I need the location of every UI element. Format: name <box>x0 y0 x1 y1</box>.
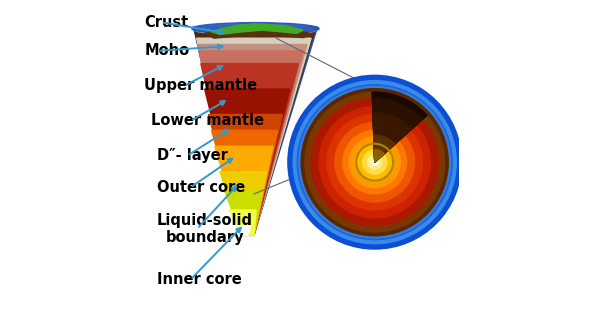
Wedge shape <box>373 99 422 162</box>
Polygon shape <box>205 30 314 38</box>
Circle shape <box>335 122 415 202</box>
Wedge shape <box>374 135 395 162</box>
Polygon shape <box>229 210 256 235</box>
Polygon shape <box>197 45 307 235</box>
Circle shape <box>303 90 446 234</box>
Polygon shape <box>199 51 303 235</box>
Circle shape <box>302 89 448 235</box>
Text: Lower mantle: Lower mantle <box>151 113 263 128</box>
Text: Moho: Moho <box>144 43 190 59</box>
Polygon shape <box>208 114 283 235</box>
Wedge shape <box>374 149 384 162</box>
Text: Crust: Crust <box>144 15 188 30</box>
Polygon shape <box>215 146 273 235</box>
Ellipse shape <box>196 25 316 35</box>
Text: Liquid-solid
boundary: Liquid-solid boundary <box>157 213 253 245</box>
Polygon shape <box>205 89 290 235</box>
Text: D″- layer: D″- layer <box>157 148 228 163</box>
Text: Outer core: Outer core <box>157 180 245 195</box>
Polygon shape <box>212 130 278 235</box>
Polygon shape <box>197 38 311 235</box>
Wedge shape <box>372 92 427 162</box>
Polygon shape <box>238 226 251 235</box>
Circle shape <box>305 92 445 232</box>
Circle shape <box>349 137 400 188</box>
Text: Upper mantle: Upper mantle <box>144 78 257 93</box>
Circle shape <box>292 80 457 245</box>
Polygon shape <box>220 172 266 235</box>
Circle shape <box>319 107 430 218</box>
Polygon shape <box>224 191 261 235</box>
Wedge shape <box>372 90 428 162</box>
Circle shape <box>371 159 378 165</box>
Polygon shape <box>211 24 303 34</box>
Circle shape <box>327 114 422 210</box>
Ellipse shape <box>192 23 319 35</box>
Polygon shape <box>193 27 317 235</box>
Circle shape <box>296 83 454 241</box>
Circle shape <box>343 130 407 194</box>
Circle shape <box>356 144 393 181</box>
Polygon shape <box>201 64 298 235</box>
Circle shape <box>299 86 451 238</box>
Polygon shape <box>195 32 314 235</box>
Wedge shape <box>373 113 412 162</box>
Circle shape <box>362 150 387 174</box>
Text: Inner core: Inner core <box>157 272 242 287</box>
Circle shape <box>368 155 382 169</box>
Circle shape <box>311 99 439 226</box>
